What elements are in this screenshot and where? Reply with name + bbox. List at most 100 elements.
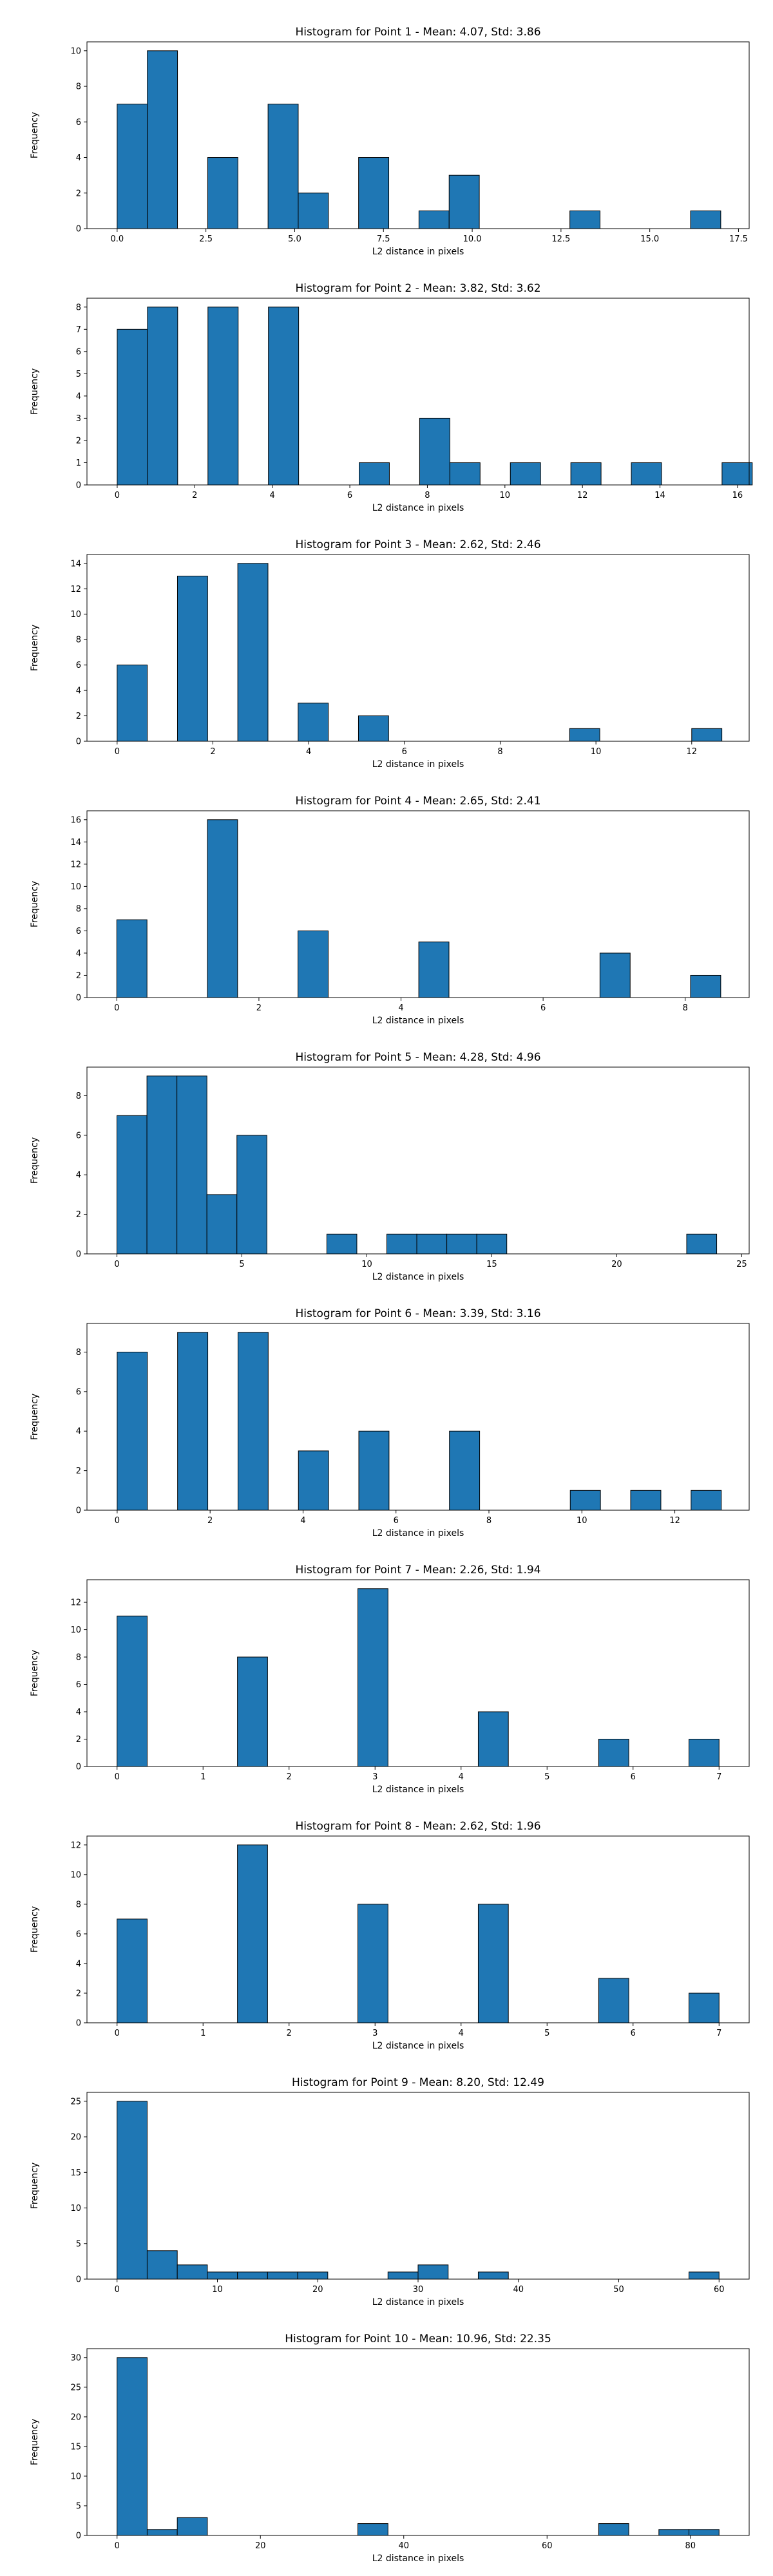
x-tick-label: 0 [115, 491, 120, 500]
histogram-bar [177, 1332, 209, 1511]
y-axis-label: Frequency [30, 625, 40, 671]
x-tick-label: 12 [577, 491, 588, 500]
axes-frame [86, 298, 750, 486]
axes-frame [86, 1835, 750, 2023]
x-tick-label: 0 [115, 747, 120, 757]
y-tick-label: 6 [76, 927, 81, 936]
x-tick-label: 6 [394, 1516, 399, 1526]
y-tick-label: 12 [70, 860, 81, 869]
y-tick-label: 8 [76, 82, 81, 92]
histogram-bar [358, 715, 389, 742]
x-tick-label: 12.5 [551, 234, 570, 244]
histogram-bar [690, 974, 721, 998]
y-tick-label: 0 [76, 2019, 81, 2029]
x-tick-label: 10 [591, 747, 602, 757]
y-tick-label: 6 [76, 661, 81, 670]
x-tick-label: 1 [200, 1772, 205, 1782]
y-tick-label: 20 [70, 2412, 81, 2422]
x-axis-label: L2 distance in pixels [372, 1272, 464, 1282]
histogram-bar [358, 157, 390, 229]
histogram-bar [358, 2523, 388, 2536]
x-tick-label: 4 [306, 747, 311, 757]
axes-frame [86, 2348, 750, 2536]
x-tick-label: 4 [459, 2029, 464, 2038]
x-axis-label: L2 distance in pixels [372, 1016, 464, 1026]
histogram-panel-10: Histogram for Point 10 - Mean: 10.96, St… [30, 2333, 750, 2564]
x-tick-label: 15 [486, 1260, 497, 1269]
y-tick-label: 4 [76, 153, 81, 163]
histogram-bar [417, 2264, 449, 2280]
histogram-bar [116, 919, 148, 998]
axes-frame [86, 41, 750, 229]
histogram-bar [117, 1918, 148, 2023]
axes-frame [86, 554, 750, 742]
bars [117, 1588, 720, 1767]
histogram-bar [207, 307, 239, 486]
histogram-bar [207, 2271, 238, 2280]
histogram-panel-5: Histogram for Point 5 - Mean: 4.28, Std:… [30, 1051, 750, 1282]
y-tick-label: 25 [70, 2097, 81, 2107]
histogram-bar [206, 1194, 238, 1255]
histogram-bar [477, 1711, 509, 1767]
histogram-bar [358, 1588, 388, 1767]
x-axis-label: L2 distance in pixels [372, 1785, 464, 1795]
y-tick-label: 2 [76, 1466, 81, 1476]
histogram-bar [298, 703, 329, 742]
y-axis-label: Frequency [30, 1906, 40, 1953]
x-tick-label: 6 [631, 1772, 636, 1782]
histogram-bar [477, 1904, 509, 2023]
x-tick-label: 16 [732, 491, 743, 500]
histogram-bar [147, 307, 178, 486]
bars [117, 2101, 720, 2280]
y-tick-label: 16 [70, 815, 81, 825]
y-tick-label: 12 [70, 585, 81, 594]
y-tick-label: 4 [76, 687, 81, 696]
histogram-bar [358, 1904, 388, 2023]
x-tick-label: 7.5 [377, 234, 390, 244]
histogram-bar [449, 1430, 481, 1511]
x-tick-label: 10 [361, 1260, 372, 1269]
histogram-bar [359, 462, 390, 486]
histogram-bar [386, 1233, 417, 1255]
histogram-bar [117, 665, 148, 742]
x-tick-label: 4 [459, 1772, 464, 1782]
histogram-bar [237, 2271, 268, 2280]
x-tick-label: 8 [497, 747, 502, 757]
x-tick-label: 8 [683, 1003, 688, 1013]
histogram-bar [298, 193, 329, 229]
histogram-bar [691, 728, 723, 742]
y-tick-label: 3 [76, 414, 81, 424]
x-tick-label: 6 [540, 1003, 546, 1013]
bars [117, 307, 753, 486]
x-tick-label: 3 [372, 1772, 377, 1782]
y-tick-label: 7 [76, 325, 81, 335]
y-tick-label: 5 [76, 370, 81, 379]
histogram-panel-1: Histogram for Point 1 - Mean: 4.07, Std:… [30, 26, 750, 257]
bars [117, 1075, 718, 1255]
x-tick-label: 4 [270, 491, 275, 500]
x-tick-label: 5 [239, 1260, 244, 1269]
y-tick-label: 10 [70, 2472, 81, 2481]
histogram-bar [569, 210, 600, 229]
x-tick-label: 5.0 [288, 234, 301, 244]
histogram-bar [117, 2101, 148, 2280]
x-tick-label: 12 [687, 747, 698, 757]
bars [117, 563, 723, 742]
y-tick-label: 12 [70, 1598, 81, 1608]
chart-title: Histogram for Point 8 - Mean: 2.62, Std:… [295, 1820, 540, 1833]
histogram-bar [268, 307, 300, 486]
histogram-bar [297, 2271, 329, 2280]
y-axis-label: Frequency [30, 368, 40, 415]
y-tick-label: 10 [70, 2204, 81, 2213]
histogram-bar [416, 1233, 448, 1255]
x-tick-label: 20 [312, 2285, 323, 2295]
x-tick-label: 80 [685, 2541, 696, 2551]
y-tick-label: 6 [76, 1680, 81, 1690]
y-tick-label: 0 [76, 1506, 81, 1516]
histogram-bar [689, 1739, 720, 1767]
x-tick-label: 2 [287, 2029, 292, 2038]
y-tick-label: 14 [70, 838, 81, 848]
y-tick-label: 0 [76, 994, 81, 1003]
histogram-bar [358, 1430, 390, 1511]
